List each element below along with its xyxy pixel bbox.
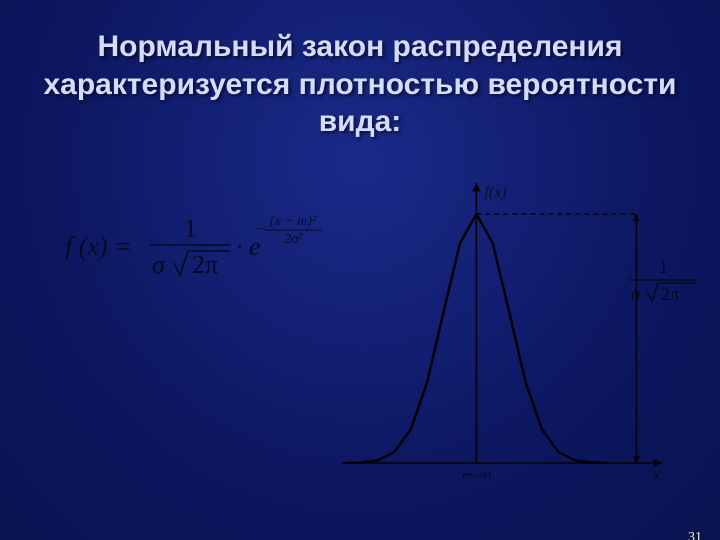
slide-title: Нормальный закон распределения характери… xyxy=(0,20,720,141)
density-formula: f (x) =1σ2π· e−(x − m)²2σ² xyxy=(65,200,325,300)
normal-curve-chart: f(x) x m=0 xyxy=(342,178,662,478)
normal-curve-chart-svg: f(x) x m=0 xyxy=(342,178,662,478)
svg-text:2π: 2π xyxy=(192,250,218,279)
svg-text:2σ²: 2σ² xyxy=(284,232,303,247)
x-axis-label: x xyxy=(652,466,660,478)
svg-text:2π: 2π xyxy=(661,284,679,304)
svg-text:σ: σ xyxy=(152,250,166,279)
page-number: 31 xyxy=(688,530,702,540)
svg-text:−: − xyxy=(256,222,264,237)
svg-text:(x − m)²: (x − m)² xyxy=(270,214,317,229)
svg-text:1: 1 xyxy=(184,214,197,243)
svg-text:f (x) =: f (x) = xyxy=(65,232,132,261)
mean-label: m=0 xyxy=(462,468,491,478)
y-axis-label: f(x) xyxy=(484,184,506,201)
density-formula-svg: f (x) =1σ2π· e−(x − m)²2σ² xyxy=(65,200,325,300)
